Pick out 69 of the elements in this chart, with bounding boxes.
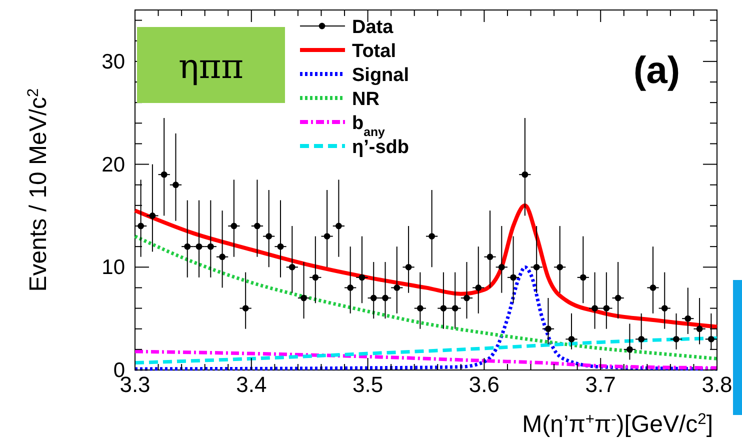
x-tick-label: 3.4 [236,372,267,397]
legend-label: Signal [352,65,410,86]
point [382,294,388,302]
point [533,264,540,270]
point [673,336,680,342]
point [230,222,238,230]
line-series [133,336,719,365]
point [207,243,214,250]
point [196,243,202,250]
point [452,305,458,312]
point [370,294,377,302]
y-tick-label: 20 [102,153,125,176]
point [288,264,296,270]
legend-label: Data [352,17,394,38]
point [580,274,586,281]
x-tick-label: 3.5 [352,372,384,397]
point [603,305,610,312]
point [696,326,703,332]
point [149,212,156,219]
legend-label: b$_{any}$ [352,113,386,139]
annotation: (a) [634,50,680,92]
line-series [133,203,719,329]
point [510,274,516,281]
point [242,305,249,312]
x-axis-title: M(η’π$^{+}$π$^{-}$)[GeV/c$^{2}$] [522,410,713,438]
point [614,294,622,302]
point [440,305,447,312]
point [592,305,598,312]
point [486,254,494,260]
point [160,171,168,178]
point [684,315,692,322]
x-tick-label: 3.8 [702,372,732,397]
legend-label: Total [352,41,396,62]
point [416,305,424,312]
point [172,182,179,188]
point [312,274,319,281]
line-series [133,350,719,370]
annotation: ηππ [178,47,244,87]
point [347,284,354,291]
x-tick-label: 3.6 [468,372,500,397]
point [394,284,400,291]
point [568,336,575,342]
point [277,243,284,250]
point [650,284,656,291]
line-series [133,234,719,360]
point [300,294,307,302]
point [464,294,470,302]
point [266,233,272,240]
legend-label: NR [352,89,380,110]
point [428,233,436,240]
point [661,305,668,312]
point [498,264,505,270]
point [545,326,552,332]
y-tick-label: 10 [102,256,125,280]
point [626,346,633,353]
point [184,243,191,250]
point [405,264,412,270]
point [336,222,342,230]
x-tick-label: 3.7 [585,372,616,397]
y-tick-label: 30 [102,50,125,74]
point [556,264,564,270]
point [475,284,482,291]
point [708,336,714,342]
point [254,222,260,230]
point [522,171,528,178]
point [219,254,226,260]
point [358,274,366,281]
point [638,336,645,342]
point [324,233,330,240]
